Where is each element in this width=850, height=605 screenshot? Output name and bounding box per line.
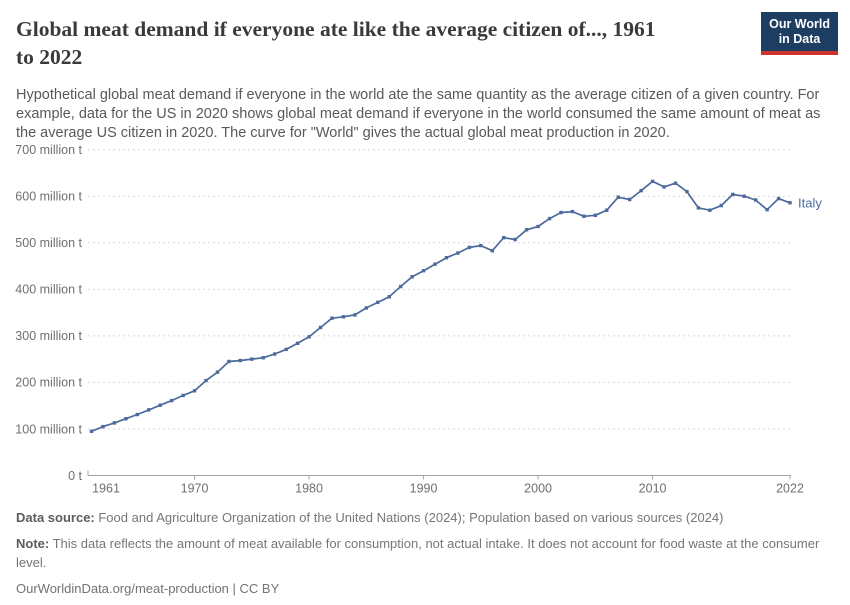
data-point-marker [639, 188, 643, 193]
data-point-marker [307, 335, 311, 339]
data-point-marker [788, 201, 792, 205]
attribution-link[interactable]: OurWorldinData.org/meat-production | CC … [16, 580, 280, 596]
y-tick-label: 600 million t [15, 190, 82, 204]
data-point-marker [776, 196, 781, 201]
data-point-marker [147, 408, 151, 412]
logo-line-2: in Data [778, 32, 821, 46]
data-point-marker [650, 179, 655, 184]
series-end-label-italy: Italy [798, 195, 822, 210]
data-point-marker [376, 300, 380, 305]
data-point-marker [753, 198, 758, 202]
data-point-marker [261, 356, 265, 360]
data-point-marker [250, 357, 254, 361]
data-point-marker [719, 203, 723, 208]
y-tick-label: 300 million t [15, 329, 82, 343]
data-point-marker [742, 194, 746, 198]
chart-title-line-2: to 2022 [16, 45, 83, 69]
data-point-marker [135, 412, 140, 417]
data-point-marker [112, 421, 117, 425]
data-point-marker [547, 216, 552, 221]
data-point-marker [696, 206, 701, 210]
note-line: Note: This data reflects the amount of m… [16, 535, 834, 573]
note-label: Note: [16, 535, 50, 551]
data-point-marker [502, 235, 506, 240]
data-point-marker [387, 295, 391, 299]
y-tick-label: 0 t [68, 469, 82, 483]
data-point-marker [273, 352, 277, 356]
data-point-marker [341, 315, 346, 319]
data-point-marker [708, 208, 712, 212]
data-point-marker [295, 341, 300, 346]
chart-subtitle: Hypothetical global meat demand if every… [16, 87, 821, 141]
y-tick-label: 700 million t [15, 143, 82, 157]
data-point-marker [238, 358, 243, 363]
note-text: This data reflects the amount of meat av… [16, 535, 820, 570]
data-point-marker [513, 237, 517, 242]
data-point-marker [731, 192, 735, 197]
data-point-marker [444, 255, 449, 260]
data-point-marker [685, 189, 689, 194]
data-source-line: Data source: Food and Agriculture Organi… [16, 509, 834, 528]
data-point-marker [524, 228, 529, 232]
data-point-marker [479, 243, 483, 248]
data-point-marker [559, 210, 563, 215]
chart-title: Global meat demand if everyone ate like … [16, 15, 766, 71]
data-point-marker [421, 269, 426, 273]
data-point-marker [433, 262, 437, 266]
data-point-marker [124, 417, 128, 421]
data-point-marker [627, 197, 632, 202]
data-source-label: Data source: [16, 510, 95, 525]
data-point-marker [593, 213, 598, 218]
data-point-marker [765, 208, 769, 212]
data-point-marker [101, 424, 105, 429]
chart-title-line-1: Global meat demand if everyone ate like … [16, 17, 656, 41]
chart-svg: 0 t 100 million t 200 million t 300 million… [15, 143, 822, 496]
data-point-marker [158, 403, 162, 407]
data-point-marker [605, 208, 609, 212]
data-point-marker [662, 185, 666, 189]
data-point-marker [582, 214, 586, 218]
data-point-marker [192, 389, 197, 393]
data-point-marker [353, 313, 357, 317]
data-source-text: Food and Agriculture Organization of the… [94, 510, 724, 525]
data-point-marker [330, 316, 334, 320]
logo-line-1: Our World [769, 17, 830, 31]
data-point-marker [215, 370, 220, 374]
x-tick-label: 2022 [776, 482, 804, 496]
data-point-marker [227, 359, 231, 364]
chart-footer: Data source: Food and Agriculture Organi… [16, 509, 834, 605]
y-tick-label: 400 million t [15, 283, 82, 297]
x-tick-label: 1980 [295, 482, 323, 496]
data-point-marker [364, 306, 369, 310]
data-point-marker [490, 248, 494, 253]
our-world-in-data-logo: Our World in Data [761, 12, 838, 55]
data-point-marker [536, 224, 540, 229]
data-point-marker [318, 325, 323, 330]
data-point-marker [673, 181, 678, 185]
data-point-marker [89, 429, 94, 433]
meat-demand-line-chart: 0 t 100 million t 200 million t 300 million… [0, 136, 850, 508]
data-point-marker [616, 195, 620, 199]
x-tick-label: 1970 [181, 482, 209, 496]
data-point-marker [467, 245, 472, 250]
data-point-marker [398, 284, 403, 289]
data-point-marker [456, 251, 460, 255]
series-line-italy [91, 180, 791, 433]
x-tick-label: 2010 [639, 482, 667, 496]
y-tick-label: 100 million t [15, 422, 82, 436]
data-point-marker [204, 378, 208, 383]
data-point-marker [570, 209, 575, 214]
data-point-marker [410, 275, 414, 279]
y-tick-label: 200 million t [15, 376, 82, 390]
data-point-marker [169, 398, 174, 403]
x-tick-label: 1961 [92, 482, 120, 496]
x-tick-label: 1990 [410, 482, 438, 496]
x-tick-label: 2000 [524, 482, 552, 496]
data-point-marker [181, 393, 185, 398]
y-tick-label: 500 million t [15, 236, 82, 250]
data-point-marker [284, 347, 288, 352]
